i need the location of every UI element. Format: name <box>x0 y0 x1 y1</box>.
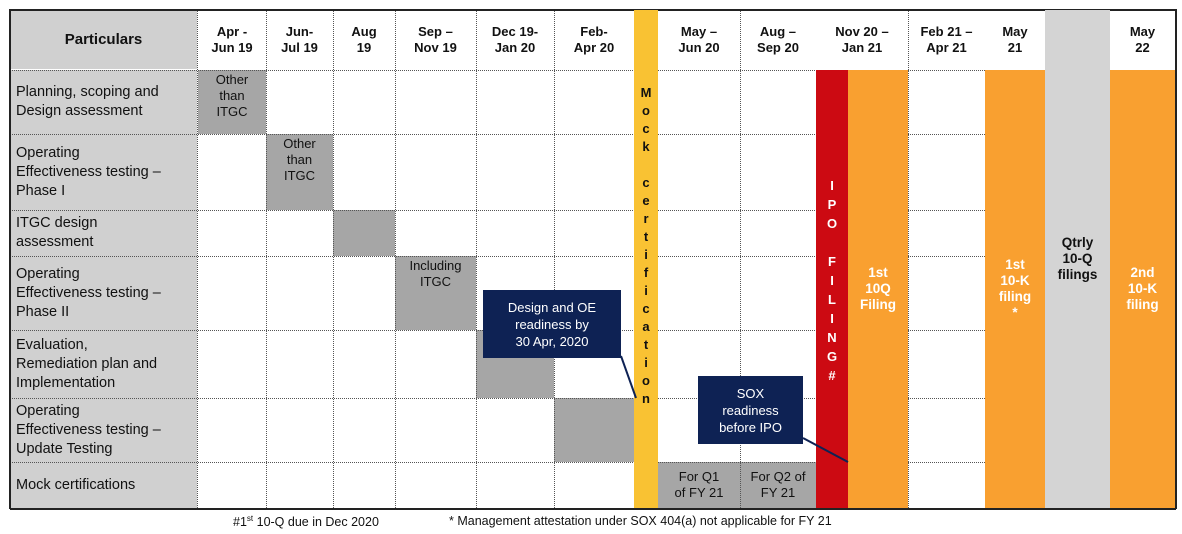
header-col-aug-19: Aug 19 <box>351 23 377 55</box>
header-col-jun-jul-19: Jun- Jul 19 <box>281 23 318 55</box>
block-oe2-sep-nov-19: Including ITGC <box>395 256 476 330</box>
row-label-oe-phase-1: Operating Effectiveness testing – Phase … <box>10 134 197 210</box>
row-label-evaluation: Evaluation, Remediation plan and Impleme… <box>10 330 197 398</box>
header-col-sep-nov-19: Sep – Nov 19 <box>414 23 457 55</box>
footnote-first-10q: #1st 10-Q due in Dec 2020 <box>233 514 379 530</box>
callout-sox-readiness: SOX readiness before IPO <box>698 376 803 444</box>
header-col-dec-jan-20: Dec 19- Jan 20 <box>491 23 539 55</box>
header-col-feb-apr-20: Feb- Apr 20 <box>573 23 615 55</box>
mock-certification-text: M o c k c e r t i f i c a t i o n <box>640 85 652 406</box>
mock-cert-q1: For Q1 of FY 21 <box>658 462 740 508</box>
header-col-may-21: May 21 <box>1002 23 1028 55</box>
header-col-feb-apr-21: Feb 21 – Apr 21 <box>920 23 973 55</box>
row-label-itgc-design: ITGC design assessment <box>10 210 197 256</box>
row-label-planning: Planning, scoping and Design assessment <box>10 70 197 134</box>
row-label-oe-update: Operating Effectiveness testing – Update… <box>10 398 197 462</box>
ipo-filing-text: I P O F I L I N G # <box>826 178 838 383</box>
callout-design-oe-readiness: Design and OE readiness by 30 Apr, 2020 <box>483 290 621 358</box>
first-10q-filing-band: 1st 10Q Filing <box>848 70 908 508</box>
first-10k-filing-band: 1st 10-K filing * <box>985 70 1045 508</box>
ipo-filing-band <box>816 70 848 508</box>
qtrly-10q-filings-band: Qtrly 10-Q filings <box>1045 10 1110 508</box>
mock-certification-band <box>634 10 658 508</box>
block-planning-apr-jun-19: Other than ITGC <box>198 70 266 134</box>
block-itgc-aug-19 <box>333 210 395 256</box>
row-label-mock-certifications: Mock certifications <box>10 462 197 508</box>
header-col-apr-jun-19: Apr - Jun 19 <box>211 23 253 55</box>
block-update-feb-apr-20 <box>554 398 634 462</box>
header-col-aug-sep-20: Aug – Sep 20 <box>757 23 799 55</box>
header-col-nov-jan-21: Nov 20 – Jan 21 <box>835 23 889 55</box>
mock-cert-q2: For Q2 of FY 21 <box>740 462 816 508</box>
footnote-sox-404a: * Management attestation under SOX 404(a… <box>449 514 832 528</box>
header-particulars: Particulars <box>10 10 197 69</box>
second-10k-filing-band: 2nd 10-K filing <box>1110 70 1175 508</box>
block-oe1-jun-jul-19: Other than ITGC <box>266 134 333 210</box>
header-col-may-22: May 22 <box>1129 23 1156 55</box>
row-label-oe-phase-2: Operating Effectiveness testing – Phase … <box>10 256 197 330</box>
header-col-may-jun-20: May – Jun 20 <box>678 23 720 55</box>
